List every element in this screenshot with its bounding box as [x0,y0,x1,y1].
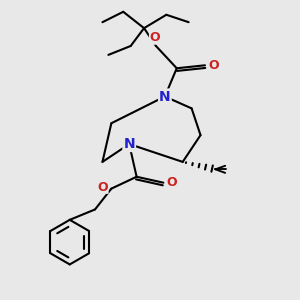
Text: O: O [98,181,108,194]
Text: N: N [159,89,171,103]
Text: O: O [166,176,177,189]
Text: N: N [123,137,135,151]
Text: O: O [208,59,219,72]
Text: O: O [149,32,160,44]
